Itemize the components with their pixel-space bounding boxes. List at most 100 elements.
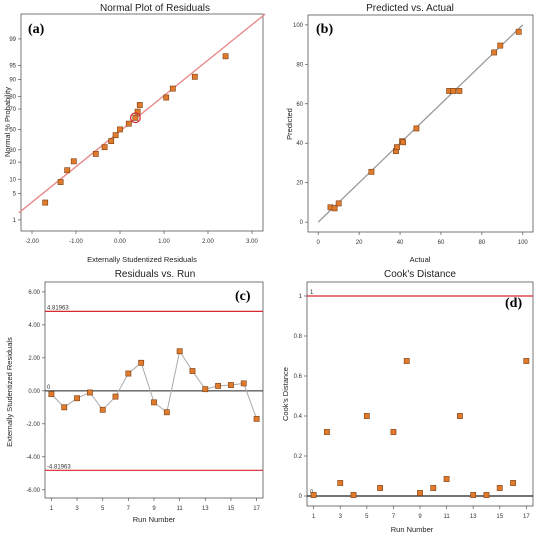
panel-a-point <box>134 108 141 115</box>
panel-b-reference-line <box>317 24 524 223</box>
panel-b-y-tick-label: 20 <box>296 181 303 187</box>
panel-a-point <box>64 167 71 174</box>
panel-a-y-tick-label: 95 <box>9 63 16 69</box>
panel-a-title: Normal Plot of Residuals <box>100 3 210 14</box>
panel-c-x-tick-label: 1 <box>50 506 54 512</box>
panel-d-point <box>377 485 384 491</box>
panel-c-frame <box>44 281 264 499</box>
panel-b-point <box>400 139 407 146</box>
panel-b-point <box>497 42 504 49</box>
panel-d-x-tick-label: 9 <box>418 514 422 520</box>
panel-b-ylabel: Predicted <box>285 108 294 140</box>
panel-b-marks <box>317 24 524 223</box>
panel-a-ylabel: Normal % Probability <box>3 87 12 157</box>
panel-c-point <box>215 382 222 389</box>
panel-b-xlabel: Actual <box>410 255 431 264</box>
panel-a: Normal Plot of Residuals (a) Externally … <box>3 3 266 264</box>
panel-c-ylabel: Externally Studentized Residuals <box>5 337 14 447</box>
panel-c-zero-label: 0 <box>47 385 51 391</box>
panel-c: Residuals vs. Run (c) Run Number Externa… <box>5 269 264 524</box>
panel-d-point <box>456 413 463 419</box>
panel-d-point <box>470 492 477 498</box>
panel-a-y-tick-label: 1 <box>13 218 17 224</box>
panel-a-x-tick-label: 3.00 <box>246 239 258 245</box>
panel-b-ticks: 0 20 40 60 80 100 0 20 40 60 80 100 <box>293 23 528 246</box>
panel-b-tag: (b) <box>316 22 333 37</box>
panel-c-title: Residuals vs. Run <box>115 269 196 280</box>
panel-a-x-tick-label: -2.00 <box>25 239 39 245</box>
panel-d-title: Cook's Distance <box>384 269 456 280</box>
panel-c-point <box>240 380 247 387</box>
panel-c-x-tick-label: 7 <box>127 506 131 512</box>
panel-c-point <box>125 370 132 377</box>
panel-a-y-tick-label: 90 <box>9 78 16 84</box>
panel-d-y-tick-label: 0.8 <box>294 334 303 340</box>
panel-d-y-tick-label: 0 <box>299 494 303 500</box>
panel-a-point <box>57 179 64 185</box>
panel-b-point <box>450 88 457 94</box>
panel-b-point <box>456 88 463 94</box>
panel-c-point <box>176 348 183 355</box>
panel-c-ticks: 1 3 5 7 9 11 13 15 17-6.00-4.00-2.000.002.004.00… <box>26 290 260 512</box>
panel-d-x-tick-label: 1 <box>312 514 316 520</box>
panel-c-x-tick-label: 13 <box>202 506 209 512</box>
panel-c-tag: (c) <box>235 289 251 304</box>
panel-a-point <box>132 114 139 121</box>
panel-b-frame <box>307 14 534 233</box>
panel-a-y-tick-label: 80 <box>9 95 16 101</box>
panel-d-point <box>363 413 370 419</box>
panel-c-point <box>61 404 68 411</box>
panel-c-y-tick-label: 0.00 <box>28 389 40 395</box>
panel-c-point <box>163 409 170 416</box>
panel-c-y-tick-label: -4.00 <box>26 455 40 461</box>
panel-d-point <box>324 429 330 435</box>
panel-d-frame <box>306 281 534 507</box>
panel-d-x-tick-label: 5 <box>365 514 369 520</box>
panel-c-point <box>253 415 260 422</box>
panel-c-xlabel: Run Number <box>133 515 176 524</box>
panel-c-point <box>86 389 93 396</box>
panel-c-x-tick-label: 5 <box>101 506 105 512</box>
panel-a-y-tick-label: 5 <box>13 191 17 197</box>
panel-c-limit-label: 4.81963 <box>47 305 69 311</box>
panel-c-y-tick-label: -2.00 <box>26 422 40 428</box>
panel-a-point <box>117 126 123 133</box>
panel-a-tag: (a) <box>28 22 45 37</box>
panel-d-y-tick-label: 0.6 <box>294 374 303 380</box>
panel-c-marks: 4.81963 -4.81963 0 <box>45 305 263 471</box>
panel-a-y-tick-label: 70 <box>9 107 16 113</box>
panel-a-y-tick-label: 50 <box>9 127 16 133</box>
panel-a-x-tick-label: 2.00 <box>202 239 214 245</box>
panel-d-x-tick-label: 7 <box>392 514 396 520</box>
panel-a-point <box>222 53 229 60</box>
panel-d-point <box>483 492 490 498</box>
panel-d-x-tick-label: 17 <box>523 514 530 520</box>
panel-a-point <box>136 102 143 108</box>
panel-c-point <box>202 386 209 393</box>
panel-c-x-tick-label: 11 <box>177 506 184 512</box>
panel-c-point <box>48 391 55 398</box>
panel-a-ticks: -2.00 -1.00 0.00 1.00 2.00 3.00 1 5 10 20 30 50 70 80… <box>9 37 258 245</box>
panel-d-point <box>390 429 397 435</box>
panel-b: Predicted vs. Actual (b) Actual Predicte… <box>285 3 534 264</box>
panel-a-point <box>108 138 115 144</box>
panel-c-y-tick-label: -6.00 <box>26 488 40 494</box>
panel-d-point <box>523 358 530 364</box>
panel-b-point <box>331 205 338 212</box>
panel-b-point <box>413 125 420 132</box>
panel-a-y-tick-label: 10 <box>9 177 16 183</box>
panel-a-point <box>191 73 198 80</box>
panel-a-point <box>92 150 99 157</box>
panel-d-y-tick-label: 0.4 <box>294 414 303 420</box>
panel-d-x-tick-label: 3 <box>339 514 343 520</box>
panel-d-tag: (d) <box>505 296 522 311</box>
panel-c-point <box>189 368 196 374</box>
panel-c-point <box>112 393 119 400</box>
panel-a-point <box>163 94 170 101</box>
panel-d-point <box>510 480 516 486</box>
panel-b-point <box>368 168 375 175</box>
panel-d-point <box>403 358 410 364</box>
panel-c-x-tick-label: 3 <box>75 506 79 512</box>
panel-b-x-tick-label: 0 <box>317 240 321 246</box>
